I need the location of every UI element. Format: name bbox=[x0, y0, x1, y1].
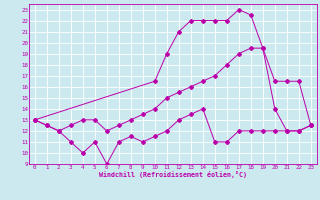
X-axis label: Windchill (Refroidissement éolien,°C): Windchill (Refroidissement éolien,°C) bbox=[99, 171, 247, 178]
